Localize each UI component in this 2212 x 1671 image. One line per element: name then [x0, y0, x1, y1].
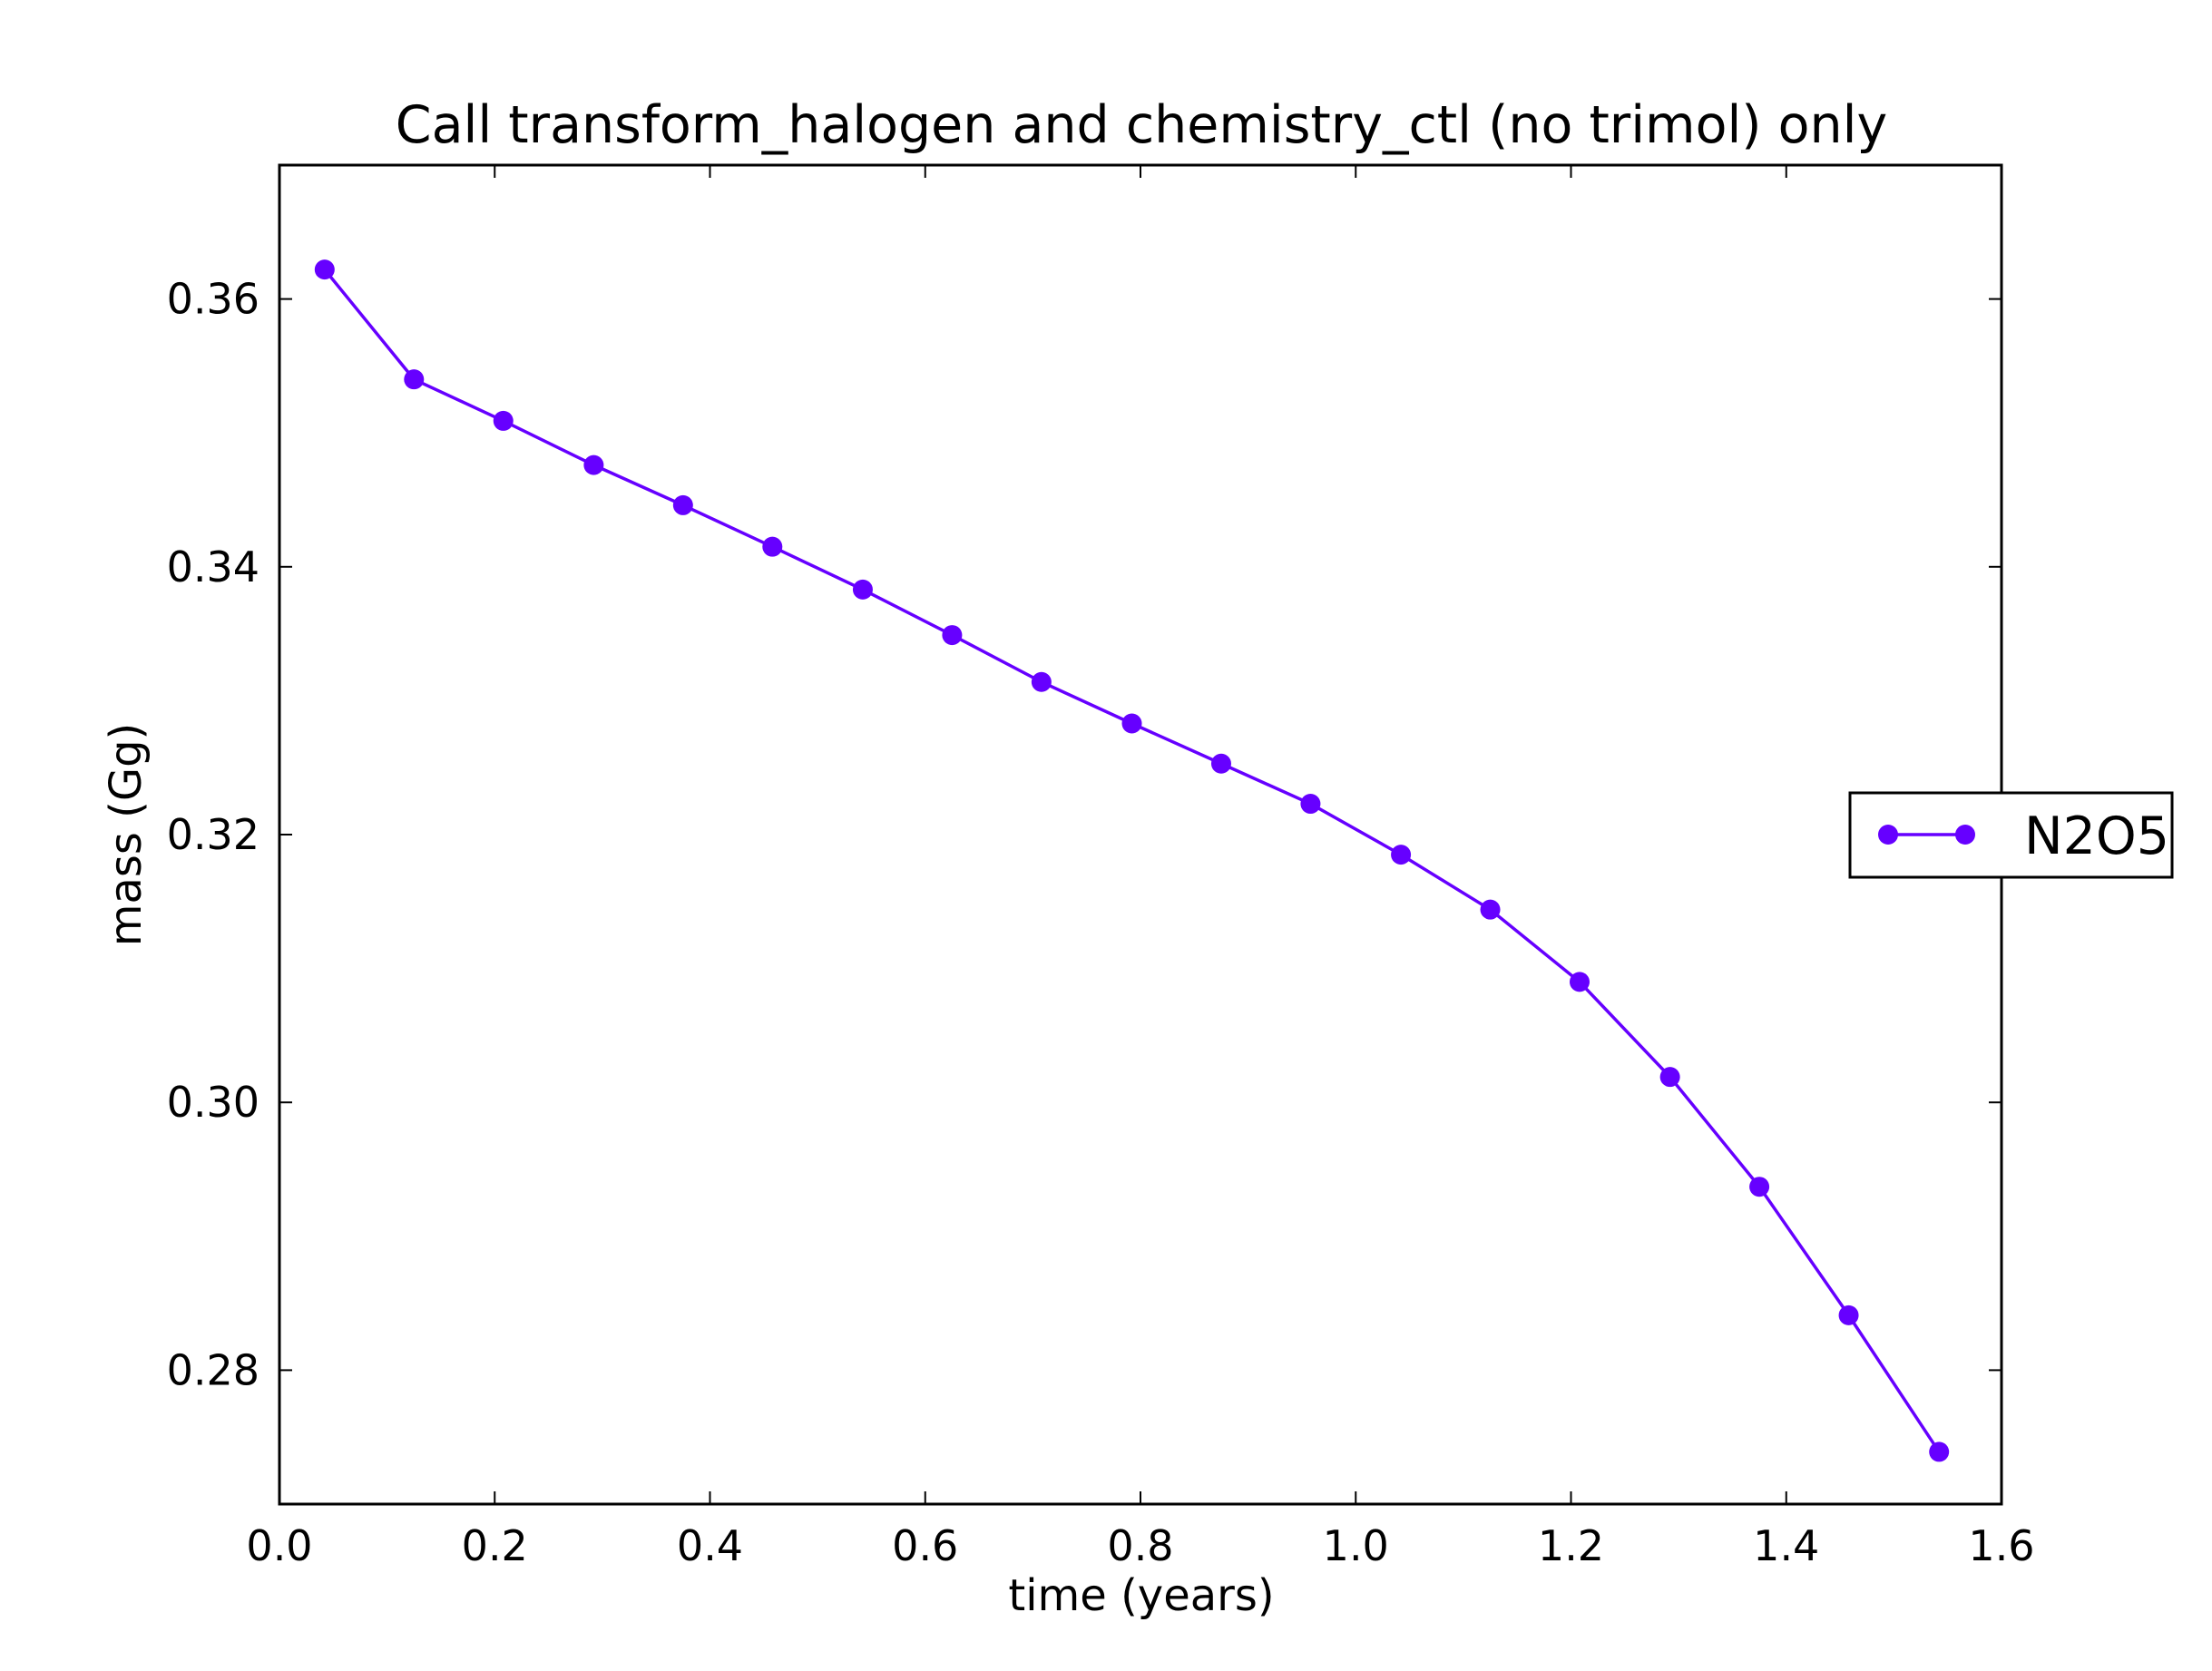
data-point [1929, 1441, 1950, 1462]
x-tick-label: 1.0 [1323, 1521, 1389, 1570]
data-point [1480, 899, 1501, 920]
x-tick-label: 1.4 [1753, 1521, 1819, 1570]
data-point [1569, 972, 1590, 992]
data-point [1300, 794, 1321, 815]
data-point [1659, 1067, 1680, 1088]
data-point [404, 369, 425, 390]
x-axis-label: time (years) [1008, 1570, 1274, 1621]
data-point [314, 259, 335, 280]
y-tick-label: 0.34 [167, 542, 259, 591]
data-point [1391, 845, 1412, 865]
x-tick-label: 1.2 [1538, 1521, 1604, 1570]
x-axis: 0.0 0.2 0.4 0.6 0.8 1.0 1.2 1.4 1.6 [246, 165, 2035, 1570]
chart-title: Call transform_halogen and chemistry_ctl… [396, 95, 1887, 155]
data-point [1121, 713, 1142, 734]
x-tick-label: 0.0 [246, 1521, 312, 1570]
data-point [1838, 1305, 1859, 1325]
legend: N2O5 [1848, 791, 2174, 879]
y-axis: 0.28 0.30 0.32 0.34 0.36 [167, 275, 2002, 1394]
y-tick-label: 0.28 [167, 1345, 259, 1394]
legend-marker-n2o5 [1878, 825, 1898, 845]
data-point [583, 454, 604, 475]
data-point [672, 494, 693, 515]
data-point [942, 625, 963, 646]
x-tick-label: 0.4 [677, 1521, 743, 1570]
data-point [1031, 671, 1052, 692]
data-point [493, 410, 514, 431]
legend-label-n2o5: N2O5 [2024, 806, 2169, 866]
data-point [852, 579, 873, 600]
data-point [762, 536, 783, 557]
x-tick-label: 0.2 [462, 1521, 528, 1570]
legend-marker-n2o5 [1955, 825, 1975, 845]
data-point [1210, 753, 1231, 774]
y-tick-label: 0.30 [167, 1078, 259, 1127]
x-tick-label: 0.6 [892, 1521, 958, 1570]
series-points-n2o5 [314, 259, 1950, 1462]
data-point [1749, 1177, 1770, 1197]
y-tick-label: 0.32 [167, 810, 259, 859]
y-tick-label: 0.36 [167, 275, 259, 324]
plot-area [278, 163, 2003, 1506]
y-axis-label: mass (Gg) [101, 723, 152, 947]
x-tick-label: 0.8 [1107, 1521, 1173, 1570]
x-tick-label: 1.6 [1968, 1521, 2034, 1570]
